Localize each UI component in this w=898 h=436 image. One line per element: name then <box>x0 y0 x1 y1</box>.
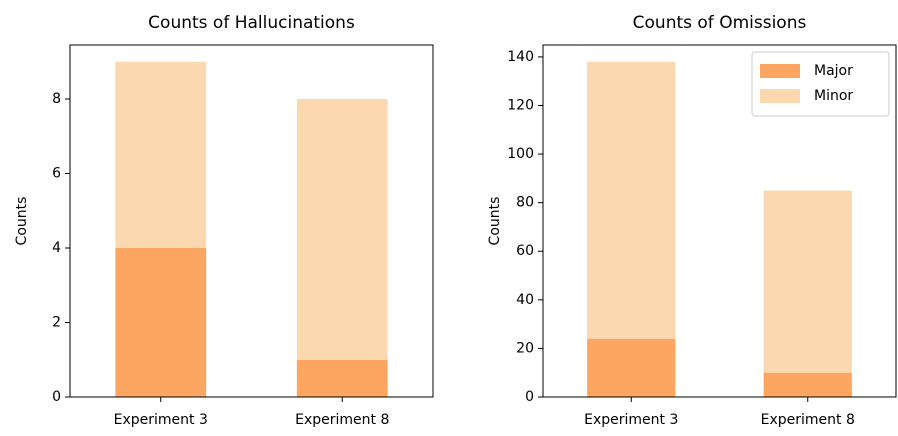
y-tick-label: 80 <box>516 195 534 211</box>
legend-box <box>751 51 890 117</box>
legend-label: Major <box>814 63 853 79</box>
y-tick-label: 20 <box>516 340 534 356</box>
x-tick-label: Experiment 8 <box>295 412 389 428</box>
legend-label: Minor <box>814 88 853 104</box>
y-tick-label: 0 <box>525 389 534 405</box>
y-tick-label: 4 <box>52 240 61 256</box>
bar <box>763 190 852 373</box>
y-axis-label: Counts <box>14 197 30 246</box>
bar <box>296 99 388 360</box>
bar <box>587 338 676 397</box>
axes-frame <box>542 44 897 398</box>
y-tick-label: 120 <box>507 97 534 113</box>
bar <box>296 359 388 397</box>
y-tick-label: 60 <box>516 243 534 259</box>
x-tick-label: Experiment 3 <box>584 412 678 428</box>
y-tick-label: 8 <box>52 91 61 107</box>
y-tick-label: 2 <box>52 315 61 331</box>
y-tick-label: 0 <box>52 389 61 405</box>
y-tick-label: 40 <box>516 292 534 308</box>
axes-frame <box>69 44 434 398</box>
legend-swatch <box>760 64 800 78</box>
bar <box>115 248 207 397</box>
y-tick-label: 6 <box>52 166 61 182</box>
bar <box>763 372 852 397</box>
legend-swatch <box>760 89 800 103</box>
x-tick-label: Experiment 3 <box>114 412 208 428</box>
bar <box>587 61 676 339</box>
x-tick-label: Experiment 8 <box>761 412 855 428</box>
y-tick-label: 100 <box>507 146 534 162</box>
chart-title: Counts of Omissions <box>633 13 807 33</box>
bar <box>115 61 207 249</box>
chart-title: Counts of Hallucinations <box>148 13 355 33</box>
y-axis-label: Counts <box>487 197 503 246</box>
y-tick-label: 140 <box>507 49 534 65</box>
legend: Major Minor <box>751 51 890 117</box>
